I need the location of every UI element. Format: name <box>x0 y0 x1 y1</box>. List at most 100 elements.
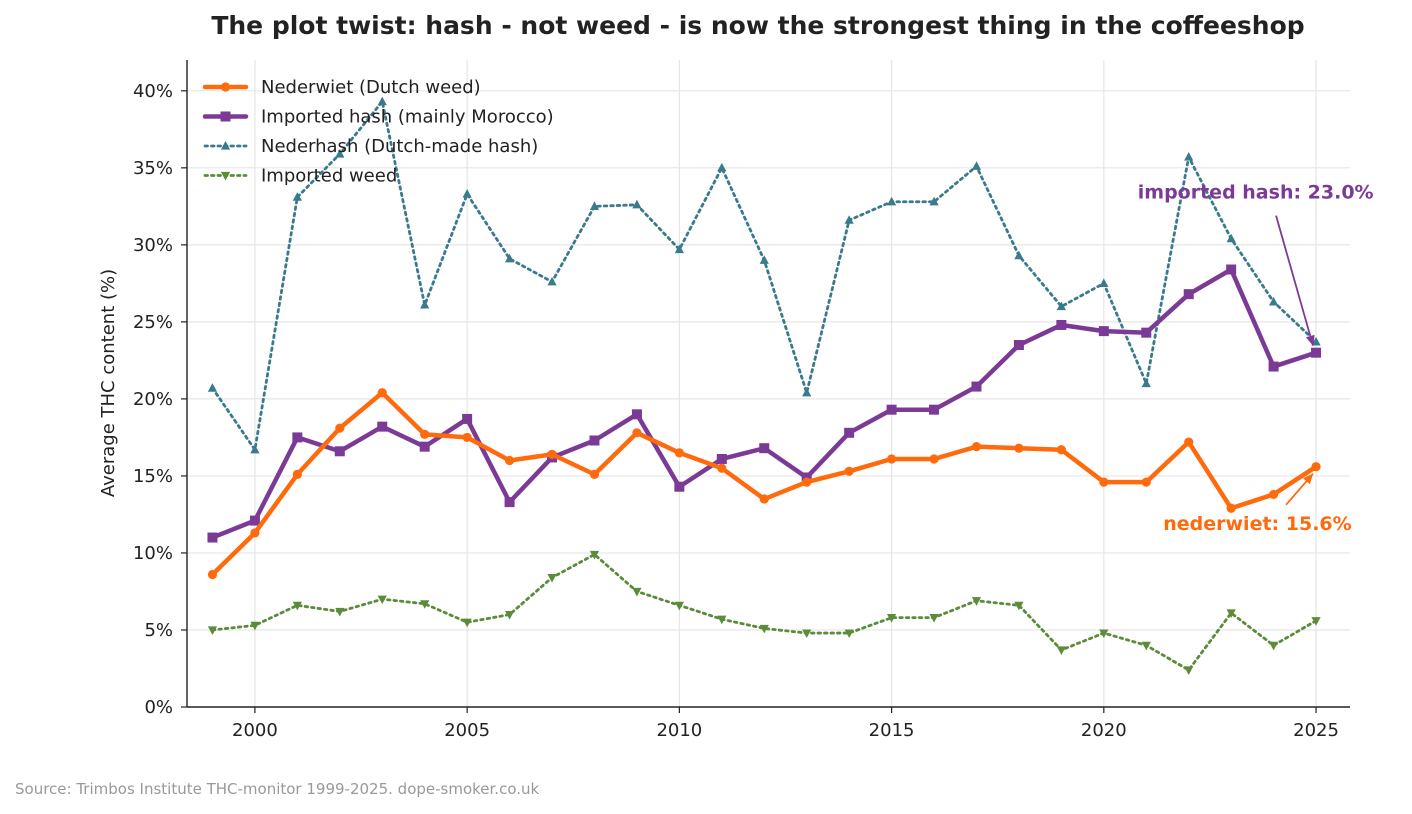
data-point <box>886 196 897 206</box>
data-point <box>844 629 854 639</box>
data-point <box>292 432 303 443</box>
legend: Nederwiet (Dutch weed) Imported hash (mai… <box>202 77 554 187</box>
data-point <box>886 614 897 623</box>
data-point <box>1268 489 1279 500</box>
data-point <box>802 477 812 487</box>
data-point <box>292 469 302 479</box>
data-point <box>674 244 684 254</box>
data-point <box>759 624 769 634</box>
x-tick-label: 2010 <box>656 720 702 741</box>
data-point <box>292 192 302 201</box>
data-point <box>420 600 430 609</box>
data-point <box>504 610 515 620</box>
data-point <box>1141 477 1151 487</box>
data-point <box>802 629 812 639</box>
data-point <box>1056 319 1067 330</box>
annotations: imported hash: 23.0% nederwiet: 15.6% <box>1138 182 1374 535</box>
data-point <box>589 201 600 210</box>
data-point <box>207 626 218 635</box>
data-point <box>886 404 897 415</box>
x-tick-label: 2005 <box>444 720 490 741</box>
series-2 <box>207 96 1321 454</box>
data-point <box>1311 336 1321 346</box>
data-point <box>250 528 260 538</box>
data-point <box>1056 445 1066 455</box>
data-point <box>971 161 982 170</box>
y-tick-label: 35% <box>133 158 173 179</box>
data-point <box>844 215 854 224</box>
data-point <box>717 615 727 625</box>
data-point <box>420 299 430 309</box>
data-point <box>419 441 430 452</box>
data-point <box>377 421 388 432</box>
tick-labels: 0% 5% 10% 15% 20% 25% 30% 35% 40% 2000 2005 2010 201… <box>133 81 1339 741</box>
data-point <box>886 454 897 464</box>
data-point <box>504 253 515 263</box>
data-point <box>759 255 769 264</box>
legend-item: Nederwiet (Dutch weed) <box>202 77 481 98</box>
data-point <box>462 413 473 424</box>
data-point <box>1268 641 1279 651</box>
legend-label: Imported weed <box>261 166 397 187</box>
data-point <box>377 96 387 106</box>
data-point <box>462 432 472 443</box>
data-point <box>929 404 940 415</box>
y-axis-label: Average THC content (%) <box>98 269 119 497</box>
data-point <box>335 423 345 433</box>
data-point <box>759 443 770 454</box>
data-point <box>717 162 727 172</box>
data-point <box>335 148 345 158</box>
data-point <box>1098 326 1109 337</box>
data-point <box>1099 477 1109 487</box>
data-point <box>929 454 939 464</box>
legend-marker <box>220 111 231 122</box>
data-point <box>547 449 557 459</box>
y-tick-label: 0% <box>144 697 173 718</box>
x-tick-label: 2020 <box>1081 720 1127 741</box>
data-point <box>1056 301 1066 311</box>
y-tick-label: 25% <box>133 312 173 333</box>
data-point <box>1184 437 1194 447</box>
data-point <box>1268 296 1279 306</box>
y-tick-label: 15% <box>133 466 173 487</box>
annotation-label: nederwiet: 15.6% <box>1163 513 1351 535</box>
data-point <box>632 199 642 209</box>
legend-label: Imported hash (mainly Morocco) <box>261 107 554 128</box>
data-point <box>1226 264 1237 275</box>
data-point <box>971 597 982 606</box>
data-point <box>929 614 939 623</box>
data-point <box>462 618 472 628</box>
data-point <box>504 497 515 508</box>
data-point <box>844 466 854 476</box>
data-point <box>971 442 982 452</box>
data-point <box>801 472 812 483</box>
series-0 <box>207 388 1321 580</box>
data-point <box>716 453 727 464</box>
data-point <box>1099 278 1109 287</box>
data-point <box>292 601 302 611</box>
data-point <box>1014 443 1024 453</box>
data-point <box>1226 609 1236 619</box>
series-layer <box>207 96 1322 676</box>
legend-marker <box>220 171 231 181</box>
data-point <box>929 196 939 206</box>
data-point <box>207 383 218 392</box>
data-point <box>547 574 557 583</box>
data-point <box>802 387 812 397</box>
series-3 <box>207 550 1321 676</box>
data-point <box>1099 629 1109 639</box>
data-point <box>250 444 260 454</box>
legend-label: Nederwiet (Dutch weed) <box>261 77 481 98</box>
data-point <box>631 409 642 420</box>
data-point <box>1184 666 1194 676</box>
legend-marker <box>220 82 231 92</box>
data-point <box>207 532 218 543</box>
annotation-arrow <box>1275 215 1314 346</box>
annotation-arrowhead <box>1305 334 1315 346</box>
data-point <box>1226 233 1236 243</box>
data-point <box>504 455 515 466</box>
data-point <box>971 381 982 392</box>
data-point <box>1184 152 1194 161</box>
data-point <box>1014 601 1024 611</box>
